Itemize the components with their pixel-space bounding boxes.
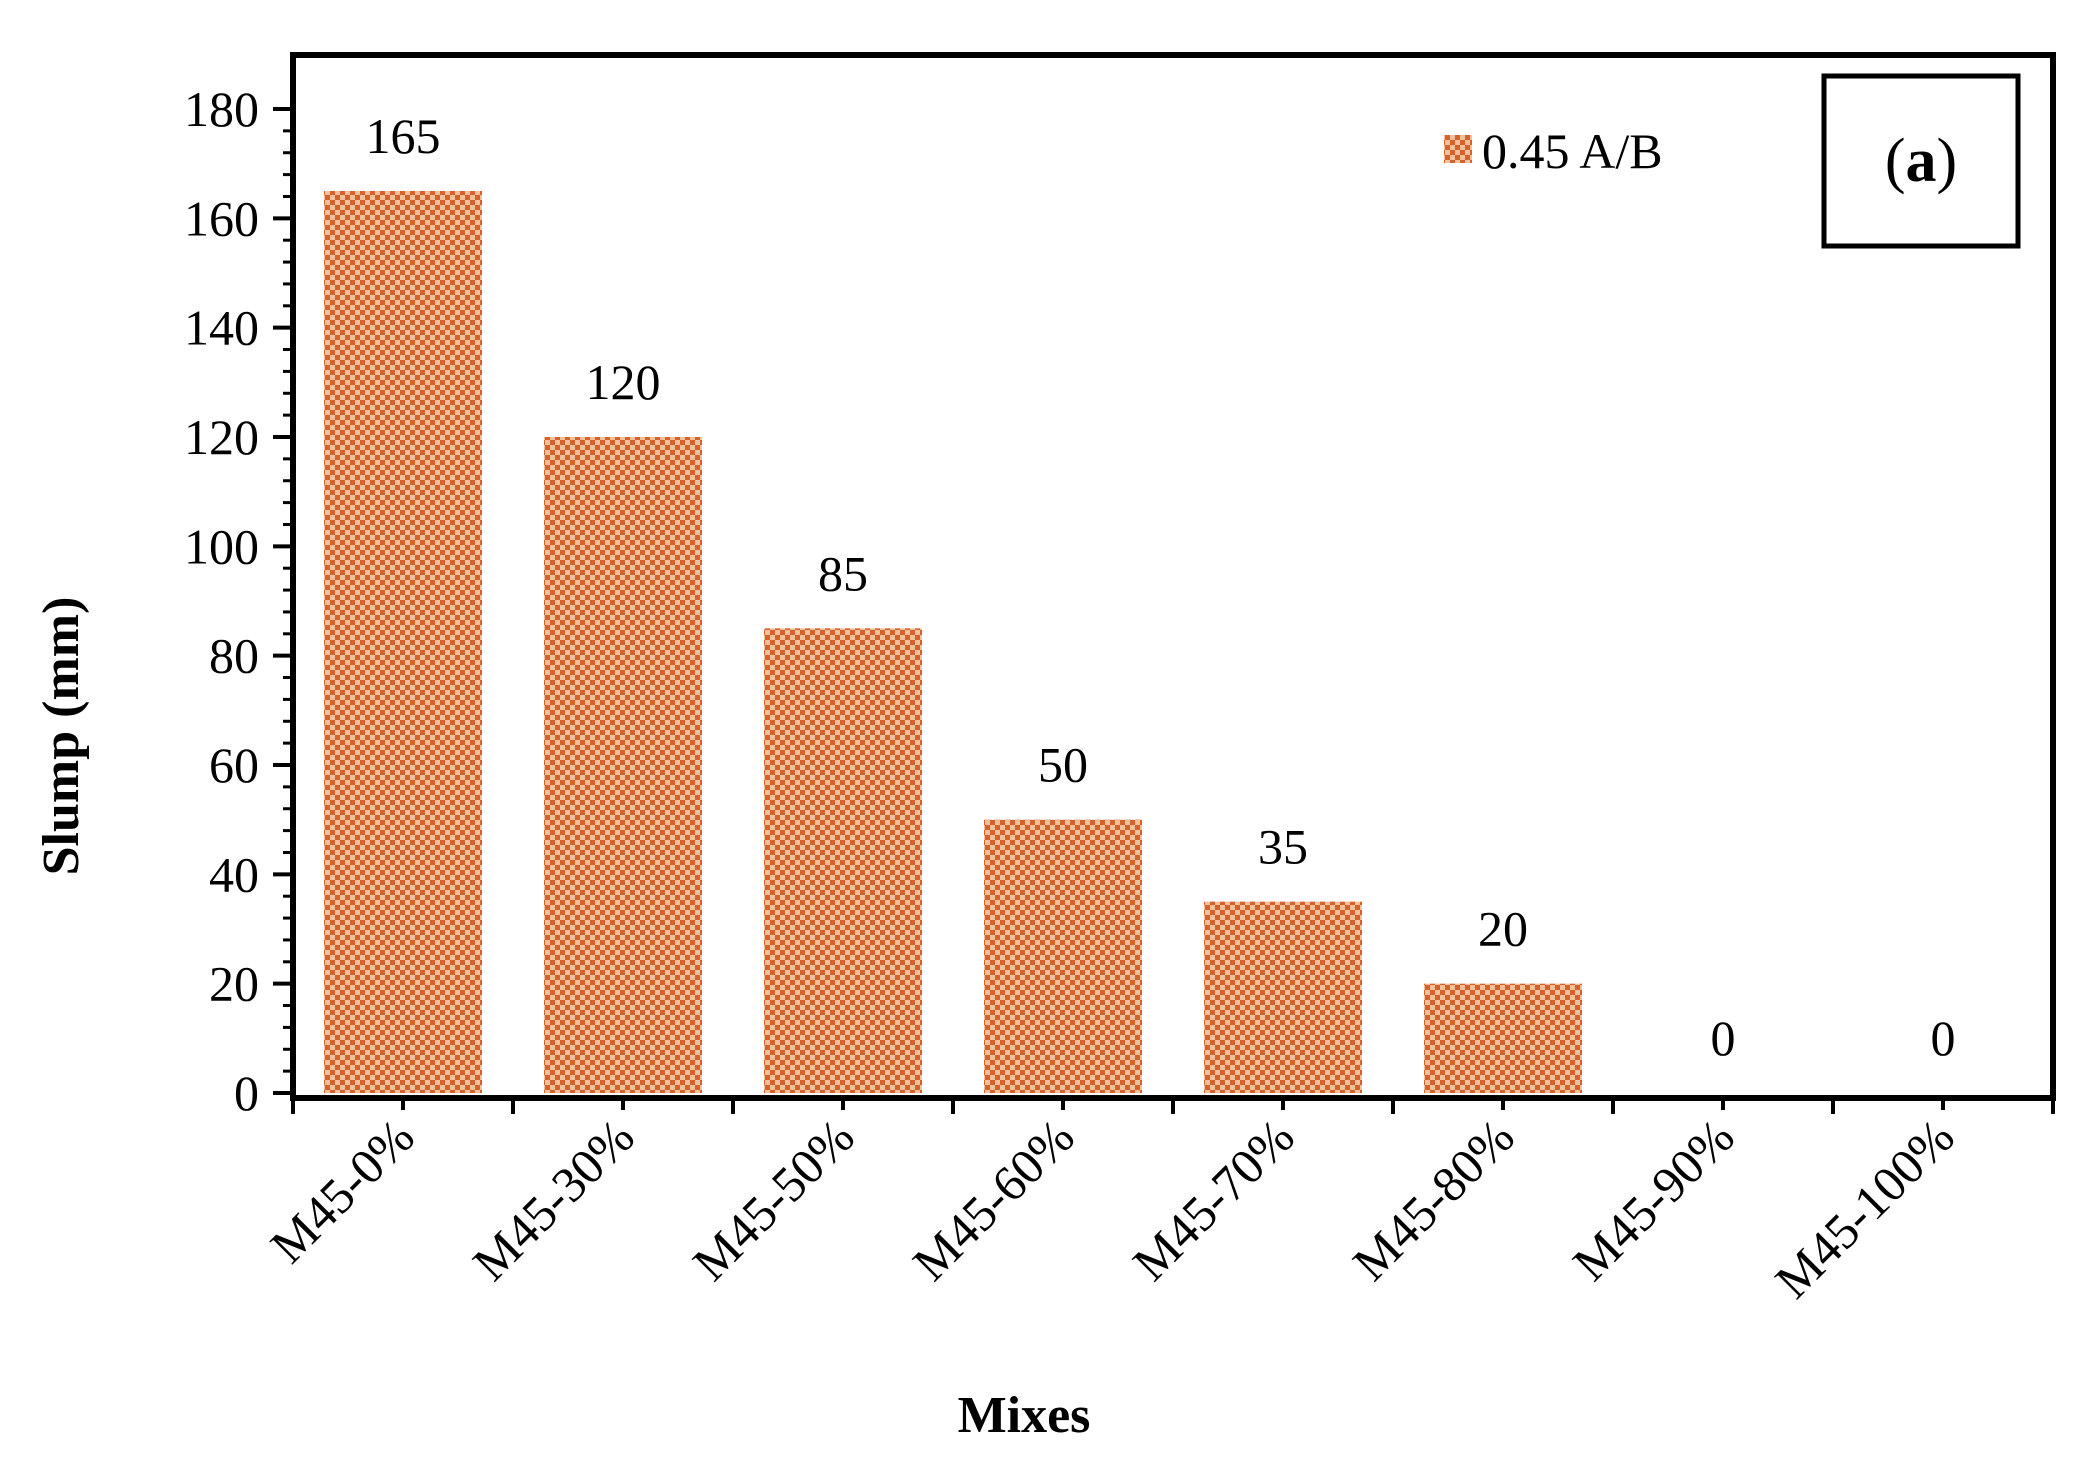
- data-label: 0: [1711, 1010, 1736, 1066]
- legend-label: 0.45 A/B: [1482, 123, 1663, 179]
- x-tick-label: M45-100%: [1764, 1108, 1965, 1309]
- panel-label-open: (: [1885, 127, 1906, 195]
- x-tick-label: M45-80%: [1342, 1108, 1525, 1291]
- data-label: 85: [818, 545, 868, 601]
- y-axis-title: Slump (mm): [33, 597, 90, 876]
- bar: [764, 628, 922, 1093]
- x-tick-label: M45-60%: [902, 1108, 1085, 1291]
- panel-label-letter: a: [1906, 127, 1937, 195]
- bar: [984, 819, 1142, 1093]
- bars: [324, 191, 1582, 1093]
- data-label: 0: [1931, 1010, 1956, 1066]
- y-tick-label: 160: [184, 190, 259, 246]
- legend: 0.45 A/B: [1444, 123, 1663, 179]
- x-tick-label: M45-70%: [1122, 1108, 1305, 1291]
- y-tick-label: 120: [184, 409, 259, 465]
- y-tick-label: 100: [184, 518, 259, 574]
- x-tick-label: M45-50%: [682, 1108, 865, 1291]
- x-tick-label: M45-30%: [462, 1108, 645, 1291]
- x-tick-label: M45-0%: [259, 1108, 424, 1273]
- panel-label-box: [1821, 73, 2021, 249]
- x-tick-label: M45-90%: [1562, 1108, 1745, 1291]
- data-label: 165: [366, 108, 441, 164]
- data-labels: 165 120 85 50 35 20 0 0: [366, 108, 1956, 1066]
- panel-label-close: ): [1937, 127, 1958, 195]
- y-tick-label: 180: [184, 81, 259, 137]
- panel-label-text: (a): [1885, 127, 1957, 195]
- y-axis: 0 20 40 60 80 100 120 140 160 180: [184, 81, 293, 1121]
- data-label: 20: [1478, 901, 1528, 957]
- panel-label: (a): [1821, 73, 2021, 249]
- legend-swatch: [1444, 135, 1472, 163]
- x-axis-title: Mixes: [958, 1387, 1091, 1444]
- y-tick-label: 20: [209, 956, 259, 1012]
- y-tick-label: 0: [234, 1065, 259, 1121]
- bar: [324, 191, 482, 1093]
- bar: [544, 437, 702, 1093]
- y-tick-label: 40: [209, 846, 259, 902]
- y-tick-label: 80: [209, 628, 259, 684]
- data-label: 120: [586, 354, 661, 410]
- data-label: 35: [1258, 819, 1308, 875]
- x-axis: [291, 1098, 2055, 1114]
- category-labels: M45-0% M45-30% M45-50% M45-60% M45-70% M45-80…: [259, 1108, 1964, 1309]
- y-tick-label: 140: [184, 300, 259, 356]
- bar: [1424, 983, 1582, 1093]
- data-label: 50: [1038, 737, 1088, 793]
- y-tick-label: 60: [209, 737, 259, 793]
- bar: [1204, 901, 1362, 1093]
